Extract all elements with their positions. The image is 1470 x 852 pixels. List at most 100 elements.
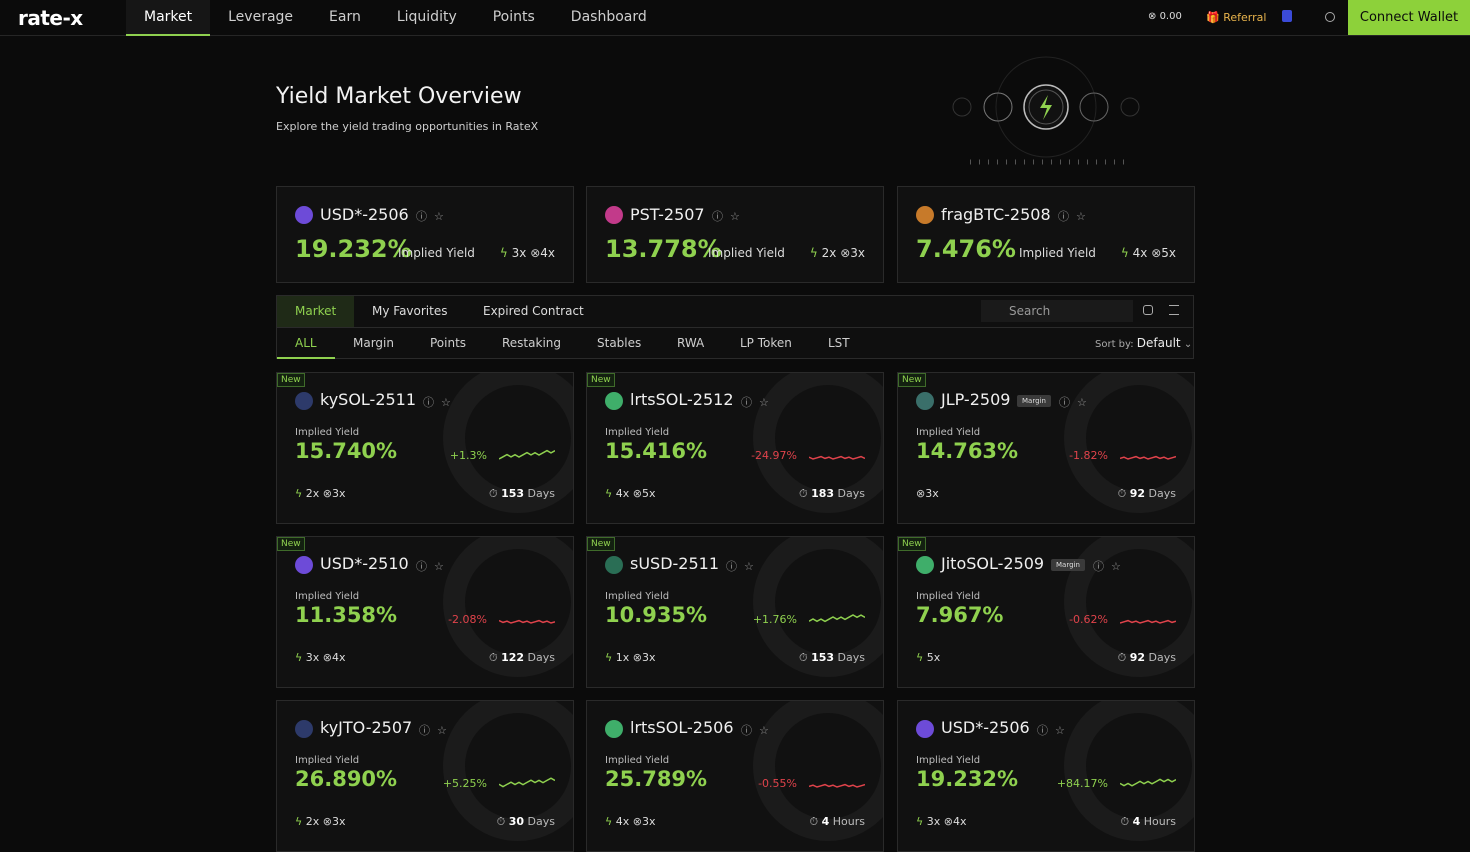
nav-item[interactable]: Leverage <box>228 9 294 25</box>
leverage: 3x <box>332 815 346 828</box>
leverage: 5x <box>1161 246 1176 260</box>
filter-tab[interactable]: LP Token <box>740 336 792 350</box>
term: ⏱ 4 Hours <box>809 815 865 828</box>
leverage: 3x <box>332 487 346 500</box>
boost: 2x <box>821 246 837 260</box>
multipliers: ϟ 3x ⊗4x <box>916 815 967 828</box>
implied-yield: 25.789% <box>605 767 708 791</box>
leverage: 4x <box>953 815 967 828</box>
yield-label: Implied Yield <box>916 755 981 766</box>
term-value: 153 <box>811 651 835 664</box>
market-card[interactable]: USD*-2506 ⓘ ☆ Implied Yield 19.232% +84.17% ϟ… <box>897 700 1195 852</box>
tab[interactable]: Market <box>277 296 355 327</box>
yield-label: Implied Yield <box>398 246 475 260</box>
new-badge: New <box>277 373 305 387</box>
leverage: 3x <box>642 815 656 828</box>
boost: 1x <box>615 651 630 664</box>
logo[interactable]: rate-x <box>18 6 83 30</box>
sparkline <box>1120 455 1176 460</box>
network-icon[interactable] <box>1282 10 1292 22</box>
implied-yield: 19.232% <box>916 767 1019 791</box>
boost: 3x <box>305 651 320 664</box>
sparkline-path <box>809 783 865 788</box>
yield-change: +1.3% <box>449 449 487 462</box>
token-icon <box>916 392 934 410</box>
market-card[interactable]: New JitoSOL-2509 Margin ⓘ ☆ Implied Yield 7.9… <box>897 536 1195 688</box>
market-card[interactable]: New kySOL-2511 ⓘ ☆ Implied Yield 15.740% +1.3… <box>276 372 574 524</box>
yield-change: +5.25% <box>442 777 487 790</box>
multipliers: ϟ 4x ⊗5x <box>605 487 656 500</box>
filter-tab[interactable]: LST <box>828 336 850 350</box>
boost: 2x <box>305 487 320 500</box>
token-icon <box>916 720 934 738</box>
term: ⏱ 92 Days <box>1117 487 1176 500</box>
hero-title: Yield Market Overview <box>276 84 522 109</box>
yield-change: -2.08% <box>448 613 487 626</box>
sparkline <box>809 783 865 788</box>
filter-tab[interactable]: ALL <box>277 328 335 359</box>
market-card[interactable]: New lrtsSOL-2512 ⓘ ☆ Implied Yield 15.416% -2… <box>586 372 884 524</box>
info-icon: ⓘ ☆ <box>741 396 769 409</box>
featured-card[interactable]: USD*-2506 ⓘ ☆ 19.232% Implied Yield ϟ 3x ⊗4x <box>276 186 574 283</box>
token-icon <box>295 720 313 738</box>
sparkline-path <box>1120 619 1176 624</box>
new-badge: New <box>898 537 926 551</box>
sparkline-path <box>1120 455 1176 460</box>
grid-view-toggle[interactable] <box>1143 305 1153 315</box>
term-value: 30 <box>508 815 525 828</box>
info-icon: ⓘ ☆ <box>1037 724 1065 737</box>
nav-item[interactable]: Points <box>492 9 535 25</box>
leverage: 3x <box>850 246 865 260</box>
leverage: 3x <box>642 651 656 664</box>
yield-change: -0.62% <box>1069 613 1108 626</box>
multipliers: ϟ 3x ⊗4x <box>295 651 346 664</box>
sparkline <box>499 777 555 788</box>
market-card[interactable]: New JLP-2509 Margin ⓘ ☆ Implied Yield 14.763%… <box>897 372 1195 524</box>
multipliers: ϟ 5x <box>916 651 941 664</box>
multipliers: ϟ 4x ⊗3x <box>605 815 656 828</box>
tab[interactable]: Expired Contract <box>483 304 584 318</box>
search-box[interactable]: Search <box>981 300 1133 322</box>
connect-wallet[interactable]: Connect Wallet <box>1348 0 1470 35</box>
filter-tab[interactable]: Margin <box>353 336 394 350</box>
list-view-toggle[interactable] <box>1169 305 1179 315</box>
filter-tab[interactable]: RWA <box>677 336 705 350</box>
nav-item[interactable]: Earn <box>329 9 361 25</box>
sort[interactable]: Sort by: Default ⌄ <box>1095 336 1193 350</box>
sparkline-path <box>499 449 555 460</box>
referral[interactable]: 🎁 Referral <box>1206 11 1267 24</box>
divider <box>277 327 1193 328</box>
balance-value: 0.00 <box>1159 11 1182 22</box>
sparkline-path <box>1120 778 1176 787</box>
featured-card[interactable]: PST-2507 ⓘ ☆ 13.778% Implied Yield ϟ 2x ⊗3x <box>586 186 884 283</box>
nav-item[interactable]: Market <box>126 0 211 36</box>
yield-label: Implied Yield <box>605 591 670 602</box>
nav-item[interactable]: Dashboard <box>570 9 647 25</box>
yield-label: Implied Yield <box>295 427 360 438</box>
implied-yield: 11.358% <box>295 603 398 627</box>
market-name: USD*-2506 <box>320 205 409 224</box>
filter-tab[interactable]: Points <box>430 336 467 350</box>
tab[interactable]: My Favorites <box>372 304 448 318</box>
hero-decoration <box>952 56 1140 165</box>
market-name: fragBTC-2508 <box>941 205 1051 224</box>
market-card[interactable]: New sUSD-2511 ⓘ ☆ Implied Yield 10.935% +1.76… <box>586 536 884 688</box>
filter-tab[interactable]: Restaking <box>502 336 561 350</box>
token-icon <box>916 556 934 574</box>
filter-tab[interactable]: Stables <box>597 336 642 350</box>
featured-card[interactable]: fragBTC-2508 ⓘ ☆ 7.476% Implied Yield ϟ 4x ⊗… <box>897 186 1195 283</box>
term-unit: Days <box>837 651 865 664</box>
info-icon: ⓘ ☆ <box>416 560 444 573</box>
term-value: 92 <box>1129 487 1146 500</box>
implied-yield: 26.890% <box>295 767 398 791</box>
yield-label: Implied Yield <box>708 246 785 260</box>
market-card[interactable]: kyJTO-2507 ⓘ ☆ Implied Yield 26.890% +5.25% ϟ… <box>276 700 574 852</box>
boost: 4x <box>1132 246 1148 260</box>
nav-item[interactable]: Liquidity <box>396 9 457 25</box>
settings-icon[interactable] <box>1325 12 1335 22</box>
market-card[interactable]: lrtsSOL-2506 ⓘ ☆ Implied Yield 25.789% -0.55… <box>586 700 884 852</box>
market-card[interactable]: New USD*-2510 ⓘ ☆ Implied Yield 11.358% -2.08… <box>276 536 574 688</box>
sparkline <box>1120 619 1176 624</box>
term-value: 183 <box>811 487 835 500</box>
